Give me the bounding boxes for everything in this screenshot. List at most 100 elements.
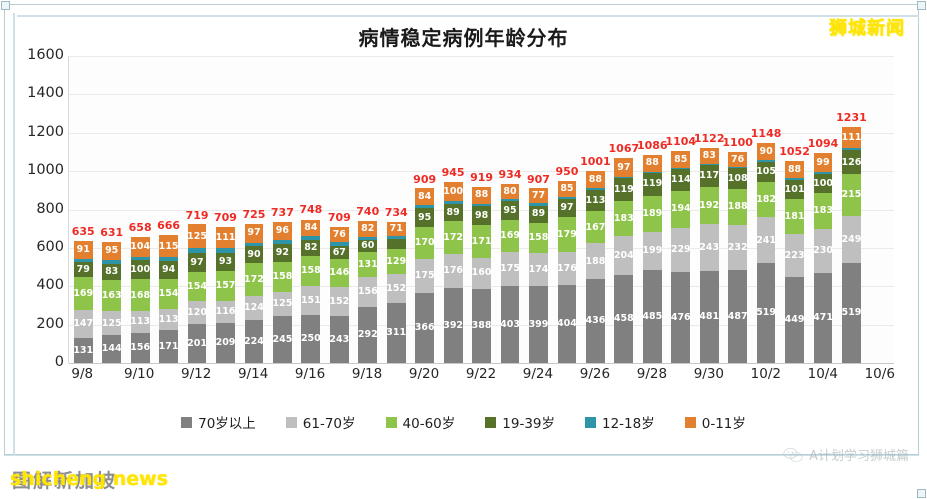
stacked-bar[interactable]: 76 67 146 152 243 — [329, 227, 349, 363]
bar-segment: 181 — [785, 199, 804, 235]
legend-item[interactable]: 61-70岁 — [285, 412, 356, 432]
stacked-bar[interactable]: 82 60 131 156 292 — [358, 221, 378, 363]
bar-segment: 366 — [415, 292, 435, 363]
frame-handle-top-right[interactable] — [917, 1, 926, 10]
bar-segment: 85 — [671, 151, 691, 168]
stacked-bar[interactable]: 97 119 183 204 458 — [614, 158, 634, 363]
legend-item[interactable]: 12-18岁 — [585, 412, 655, 432]
bar-segment: 179 — [557, 217, 577, 252]
stacked-bar[interactable]: 111 93 157 116 209 — [216, 227, 235, 363]
bar-column[interactable]: 88 98 171 160 388 919 — [467, 56, 495, 363]
bar-segment: 94 — [159, 260, 178, 279]
stacked-bar[interactable]: 88 113 167 188 436 — [586, 170, 605, 363]
bar-segment: 95 — [415, 208, 435, 227]
bar-total-label: 737 — [270, 205, 294, 219]
bar-column[interactable]: 91 79 169 147 131 635 — [69, 56, 97, 363]
stacked-bar[interactable]: 99 100 183 230 471 — [813, 153, 833, 363]
footer-brand-en: shicheng news — [10, 468, 169, 490]
legend-item[interactable]: 70岁以上 — [181, 412, 256, 432]
y-axis-ticks: 0 200 400 600 800 1000 1200 1400 1600 — [4, 47, 64, 370]
bar-column[interactable]: 95 83 163 125 144 631 — [97, 56, 125, 363]
y-axis-tick-label: 400 — [36, 277, 64, 294]
stacked-bar[interactable]: 90 105 182 241 519 — [756, 142, 776, 363]
bar-column[interactable]: 111 126 215 249 519 1231 — [836, 56, 867, 363]
bar-column[interactable]: 84 95 170 175 366 909 — [410, 56, 438, 363]
stacked-bar[interactable]: 97 90 172 124 224 — [244, 223, 264, 363]
frame-handle-top-left[interactable] — [1, 1, 10, 10]
bar-segment: 201 — [187, 324, 207, 363]
x-axis-tick-label: 9/24 — [522, 366, 554, 382]
bar-segment: 99 — [813, 153, 833, 173]
stacked-bar[interactable]: 71 129 152 311 — [386, 222, 406, 363]
bar-column[interactable]: 77 89 158 174 399 907 — [524, 56, 552, 363]
legend-item[interactable]: 40-60岁 — [385, 412, 455, 432]
bar-segment: 97 — [244, 223, 264, 243]
bar-column[interactable]: 76 108 188 232 487 1100 — [722, 56, 753, 363]
frame-handle-bottom-right[interactable] — [917, 489, 926, 498]
bar-column[interactable]: 85 97 179 176 404 950 — [553, 56, 581, 363]
bar-segment: 100 — [813, 174, 833, 194]
bar-column[interactable]: 84 82 158 151 250 748 — [297, 56, 325, 363]
bar-segment — [586, 187, 605, 190]
bar-segment: 97 — [187, 253, 207, 272]
stacked-bar[interactable]: 77 89 158 174 399 — [529, 188, 548, 363]
resize-handle[interactable] — [915, 445, 925, 455]
stacked-bar[interactable]: 88 101 181 223 449 — [785, 161, 804, 363]
bar-column[interactable]: 76 67 146 152 243 709 — [325, 56, 353, 363]
bar-column[interactable]: 125 97 154 120 201 719 — [183, 56, 211, 363]
bar-column[interactable]: 96 92 158 125 245 737 — [268, 56, 296, 363]
bar-total-label: 1086 — [636, 138, 668, 152]
x-axis-tick-label: 9/22 — [465, 366, 497, 382]
bar-column[interactable]: 88 113 167 188 436 1001 — [580, 56, 611, 363]
bar-column[interactable]: 99 100 183 230 471 1094 — [808, 56, 838, 363]
bar-segment: 175 — [500, 252, 520, 286]
bar-column[interactable]: 71 129 152 311 734 — [382, 56, 410, 363]
bar-segment: 76 — [329, 227, 349, 242]
stacked-bar[interactable]: 125 97 154 120 201 — [187, 224, 207, 363]
stacked-bar[interactable]: 88 98 171 160 388 — [472, 186, 491, 363]
stacked-bar[interactable]: 85 114 194 229 476 — [671, 151, 691, 363]
chart-legend: 70岁以上 61-70岁 40-60岁 19-39岁 12-18岁 0-11岁 — [0, 412, 927, 432]
bar-segment: 89 — [443, 203, 463, 222]
stacked-bar[interactable]: 84 95 170 175 366 — [415, 188, 435, 363]
bar-segment — [216, 248, 235, 253]
bar-column[interactable]: 83 117 192 243 481 1122 — [694, 56, 725, 363]
stacked-bar[interactable]: 96 92 158 125 245 — [273, 221, 292, 363]
stacked-bar[interactable]: 111 126 215 249 519 — [842, 126, 861, 363]
stacked-bar[interactable]: 100 89 172 176 392 — [443, 181, 463, 363]
stacked-bar[interactable]: 91 79 169 147 131 — [73, 241, 93, 363]
bar-segment: 95 — [500, 201, 520, 220]
bar-segment: 172 — [443, 221, 463, 255]
bar-column[interactable]: 80 95 169 175 403 934 — [496, 56, 524, 363]
bar-column[interactable]: 97 90 172 124 224 725 — [240, 56, 268, 363]
stacked-bar[interactable]: 88 119 189 199 485 — [642, 154, 662, 363]
stacked-bar[interactable]: 83 117 192 243 481 — [699, 147, 719, 363]
legend-item[interactable]: 0-11岁 — [684, 412, 746, 432]
bar-column[interactable]: 85 114 194 229 476 1104 — [665, 56, 696, 363]
bar-column[interactable]: 88 119 189 199 485 1086 — [636, 56, 668, 363]
bar-column[interactable]: 111 93 157 116 209 709 — [211, 56, 239, 363]
bar-segment: 147 — [73, 309, 93, 338]
bar-column[interactable]: 97 119 183 204 458 1067 — [609, 56, 639, 363]
bar-column[interactable] — [866, 56, 894, 363]
stacked-bar[interactable]: 95 83 163 125 144 — [102, 241, 122, 363]
bar-column[interactable]: 115 94 154 113 171 666 — [154, 56, 182, 363]
stacked-bar[interactable]: 84 82 158 151 250 — [301, 219, 321, 363]
bar-segment: 189 — [642, 195, 662, 232]
bar-column[interactable]: 100 89 172 176 392 945 — [439, 56, 467, 363]
stacked-bar[interactable]: 104 100 168 113 156 — [130, 236, 150, 363]
stacked-bar[interactable]: 76 108 188 232 487 — [728, 151, 748, 363]
bar-column[interactable]: 90 105 182 241 519 1148 — [751, 56, 781, 363]
x-axis-tick-label: 9/18 — [351, 366, 383, 382]
stacked-bar[interactable]: 80 95 169 175 403 — [500, 183, 520, 363]
bar-segment: 230 — [813, 228, 833, 273]
bar-column[interactable]: 82 60 131 156 292 740 — [354, 56, 382, 363]
stacked-bar[interactable]: 115 94 154 113 171 — [159, 235, 178, 363]
bar-segment: 152 — [386, 274, 406, 304]
bar-column[interactable]: 104 100 168 113 156 658 — [126, 56, 154, 363]
legend-item[interactable]: 19-39岁 — [485, 412, 555, 432]
x-axis-tick-label: 9/20 — [408, 366, 440, 382]
bar-column[interactable]: 88 101 181 223 449 1052 — [779, 56, 810, 363]
stacked-bar[interactable]: 85 97 179 176 404 — [557, 180, 577, 363]
